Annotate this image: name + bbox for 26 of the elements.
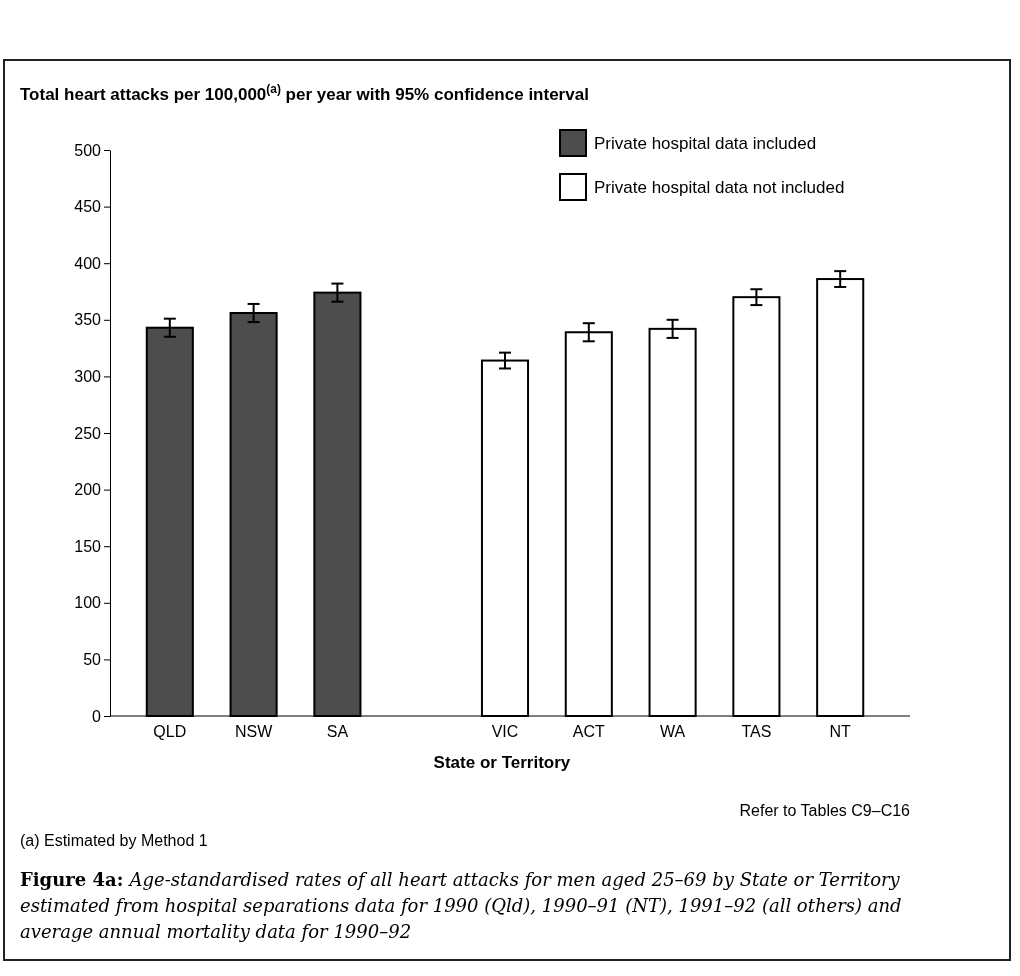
y-tick-label: 50: [83, 651, 102, 669]
x-tick-label: VIC: [491, 723, 519, 741]
y-tick-label: 400: [74, 254, 102, 272]
x-tick-label: SA: [326, 723, 349, 741]
text: (a) Estimated by Method 1: [20, 832, 208, 849]
x-tick-label: QLD: [153, 723, 187, 741]
x-tick-label: ACT: [572, 723, 606, 741]
y-tick-label: 250: [74, 424, 102, 442]
x-axis-title: State or Territory: [433, 753, 571, 772]
text: Refer to Tables C9–C16: [739, 802, 911, 819]
legend-label: Private hospital data included: [594, 134, 817, 153]
text: Figure 4a: Age-standardised rates of all heart attacks for men aged 25–69 by State or Territory estimated from hospital separations data for 1990 (Qld), 1990–91 (NT), 1991–92 (all others) and average annual mortality data for 1990–92: [20, 869, 902, 942]
legend-label: Private hospital data not included: [594, 178, 845, 197]
y-tick-label: 450: [74, 198, 102, 216]
y-tick-label: 350: [74, 311, 102, 329]
x-tick-label: NSW: [234, 723, 274, 741]
y-tick-label: 150: [74, 537, 102, 555]
x-tick-label: NT: [829, 723, 852, 741]
x-tick-label: TAS: [741, 723, 772, 741]
y-axis-title: Total heart attacks per 100,000$^{(a)}$ per year with 95% confidence interval: [20, 82, 589, 104]
x-tick-label: WA: [660, 723, 686, 741]
y-tick-label: 500: [74, 141, 102, 159]
y-tick-label: 200: [74, 481, 102, 499]
y-tick-label: 300: [74, 368, 102, 386]
y-tick-label: 100: [74, 594, 102, 612]
y-tick-label: 0: [92, 707, 102, 725]
